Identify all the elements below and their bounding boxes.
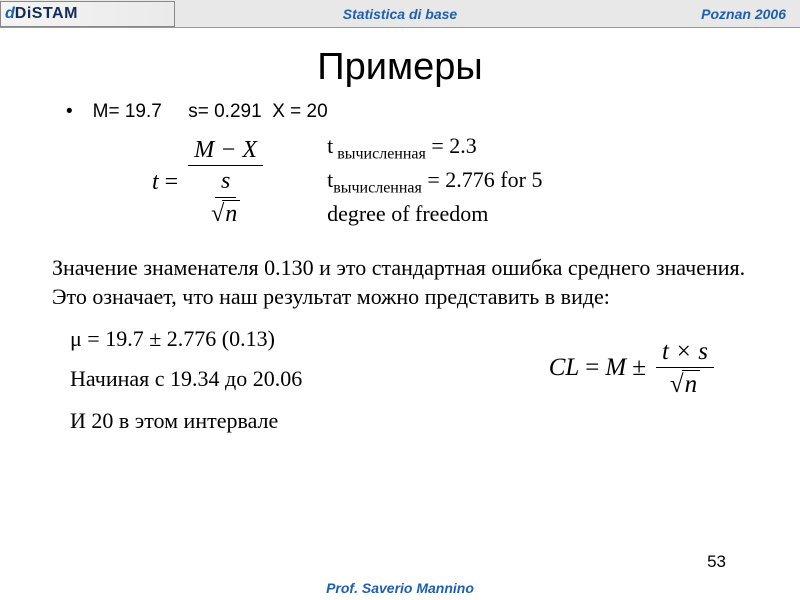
t-calc-line2: tвычисленная = 2.776 for 5 bbox=[327, 165, 542, 199]
cl-row: μ = 19.7 ± 2.776 (0.13) Начиная с 19.34 … bbox=[52, 312, 748, 434]
denominator: s n bbox=[195, 166, 256, 227]
logo: dDiSTAM bbox=[0, 1, 175, 27]
cl-pm: ± bbox=[632, 354, 646, 382]
cl-lhs: CL bbox=[549, 354, 580, 382]
t-sub2: вычисленная bbox=[333, 179, 422, 196]
sqrt-n: n bbox=[222, 200, 240, 227]
explanation-paragraph: Значение знаменателя 0.130 и это стандар… bbox=[52, 253, 748, 312]
logo-mark: d bbox=[5, 5, 15, 23]
t-calc-line3: degree of freedom bbox=[327, 199, 542, 229]
range-line: Начиная с 19.34 до 20.06 bbox=[70, 366, 549, 392]
t-sub1: вычисленная bbox=[333, 145, 426, 162]
cl-left-col: μ = 19.7 ± 2.776 (0.13) Начиная с 19.34 … bbox=[52, 312, 549, 434]
cl-eq: = bbox=[585, 354, 599, 382]
cl-sqrt-icon: n bbox=[670, 370, 700, 399]
logo-text: DiSTAM bbox=[15, 5, 78, 23]
cl-formula: CL = M ± t × s n bbox=[549, 338, 718, 399]
t-values-box: t вычисленная = 2.3 tвычисленная = 2.776… bbox=[327, 131, 542, 229]
header-bar: dDiSTAM Statistica di base Poznan 2006 bbox=[0, 0, 800, 28]
t-val2: = 2.776 for 5 bbox=[422, 167, 543, 192]
conclusion-line: И 20 в этом интервале bbox=[70, 408, 549, 434]
page-number: 53 bbox=[707, 552, 726, 572]
footer-author: Prof. Saverio Mannino bbox=[326, 580, 474, 596]
cl-sqrt-n: n bbox=[682, 370, 701, 399]
formula-row: t = M − X s n t вычисленная = 2.3 bbox=[52, 131, 748, 229]
t-formula: t = M − X s n bbox=[152, 137, 267, 227]
t-eq: = bbox=[165, 169, 179, 196]
cl-M: M bbox=[605, 354, 626, 382]
sqrt-icon: n bbox=[211, 200, 240, 227]
numerator: M − X bbox=[188, 137, 263, 166]
inner-num: s bbox=[215, 168, 236, 197]
header-right: Poznan 2006 bbox=[701, 6, 786, 22]
bullet-values: M= 19.7 s= 0.291 X = 20 bbox=[52, 101, 748, 123]
header-title: Statistica di base bbox=[343, 6, 457, 22]
mu-expression: μ = 19.7 ± 2.776 (0.13) bbox=[70, 326, 549, 352]
cl-num: t × s bbox=[656, 338, 714, 369]
t-lhs: t bbox=[152, 169, 159, 196]
inner-den: n bbox=[205, 198, 246, 227]
cl-fraction: t × s n bbox=[656, 338, 714, 399]
outer-fraction: M − X s n bbox=[188, 137, 263, 227]
t-calc-line1: t вычисленная = 2.3 bbox=[327, 131, 542, 165]
cl-den: n bbox=[664, 368, 706, 399]
page-title: Примеры bbox=[0, 46, 800, 89]
inner-fraction: s n bbox=[205, 168, 246, 227]
content: M= 19.7 s= 0.291 X = 20 t = M − X s n bbox=[0, 101, 800, 434]
cl-num-text: t × s bbox=[662, 338, 708, 365]
t-val1: = 2.3 bbox=[426, 133, 477, 158]
